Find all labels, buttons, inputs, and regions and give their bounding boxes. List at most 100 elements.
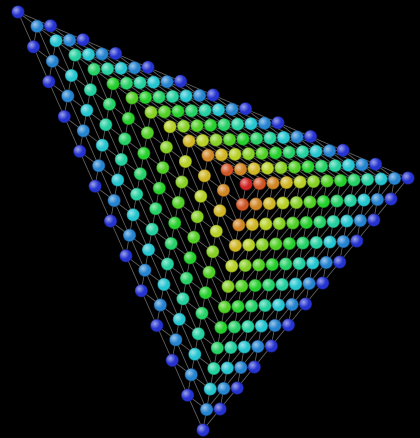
node-highlight: [88, 180, 102, 193]
node-highlight: [306, 256, 319, 270]
node: [228, 239, 242, 253]
node-highlight: [247, 162, 261, 175]
node: [320, 174, 334, 188]
node: [118, 132, 132, 146]
node: [175, 175, 189, 189]
node-highlight: [120, 77, 133, 90]
node: [228, 147, 242, 161]
node: [289, 196, 303, 210]
node-highlight: [202, 266, 216, 279]
node-highlight: [316, 276, 329, 290]
node: [147, 75, 161, 89]
node: [145, 222, 159, 236]
node-highlight: [268, 319, 282, 332]
node: [355, 158, 369, 172]
node-highlight: [249, 197, 263, 211]
node: [73, 144, 87, 158]
node: [171, 104, 185, 118]
nodes: [11, 5, 415, 437]
node: [370, 193, 384, 207]
node: [215, 148, 229, 162]
node-highlight: [190, 119, 204, 132]
node-highlight: [141, 61, 155, 74]
node-highlight: [133, 76, 147, 89]
node: [83, 83, 97, 97]
node: [350, 234, 364, 248]
node-highlight: [142, 243, 155, 256]
node: [220, 361, 234, 375]
node-highlight: [196, 423, 210, 437]
node: [193, 89, 207, 103]
node: [336, 235, 350, 249]
node: [298, 297, 312, 311]
node-highlight: [68, 48, 82, 62]
node: [255, 238, 269, 252]
node-highlight: [369, 158, 382, 171]
node: [295, 145, 309, 159]
node-highlight: [299, 297, 312, 311]
node-highlight: [336, 144, 350, 157]
node: [343, 194, 357, 208]
node-highlight: [218, 300, 231, 314]
node: [250, 132, 264, 146]
node: [285, 297, 299, 311]
node: [227, 320, 241, 334]
node-highlight: [296, 145, 309, 158]
node-highlight: [276, 196, 290, 210]
node: [174, 74, 188, 88]
node-highlight: [185, 104, 198, 118]
node: [276, 131, 290, 145]
node: [289, 277, 303, 291]
node: [198, 103, 212, 117]
node-highlight: [224, 341, 237, 354]
node: [109, 46, 123, 60]
node: [245, 299, 259, 313]
node: [235, 198, 249, 212]
node-highlight: [180, 272, 193, 285]
node-highlight: [77, 124, 90, 137]
node: [224, 340, 238, 354]
node-highlight: [135, 284, 148, 297]
node: [196, 423, 210, 437]
node-highlight: [263, 197, 276, 210]
node: [316, 276, 330, 290]
node-highlight: [347, 173, 361, 187]
node: [268, 146, 282, 160]
node-highlight: [134, 167, 147, 180]
node: [95, 47, 109, 61]
node-highlight: [141, 126, 154, 139]
node: [160, 75, 174, 89]
node: [102, 97, 116, 111]
node-highlight: [328, 159, 342, 172]
node: [45, 54, 59, 68]
node-highlight: [179, 155, 192, 168]
node-highlight: [172, 196, 185, 209]
node-highlight: [173, 313, 186, 326]
node-highlight: [350, 234, 363, 248]
node-highlight: [111, 173, 124, 187]
node: [88, 179, 102, 193]
node-highlight: [49, 34, 63, 47]
node-highlight: [282, 318, 295, 332]
node-highlight: [232, 218, 245, 232]
node-highlight: [101, 62, 114, 75]
node-highlight: [65, 69, 78, 82]
node: [258, 298, 272, 312]
node-highlight: [242, 238, 255, 252]
node-highlight: [106, 77, 120, 90]
node: [252, 258, 266, 272]
node: [254, 319, 268, 333]
node-highlight: [327, 215, 340, 228]
node-highlight: [228, 148, 242, 161]
node-highlight: [290, 196, 303, 209]
node: [153, 298, 167, 312]
node-highlight: [307, 175, 320, 188]
node-highlight: [265, 339, 278, 353]
node: [190, 210, 204, 224]
node-highlight: [231, 381, 244, 395]
node-highlight: [282, 146, 296, 159]
node-highlight: [225, 103, 239, 116]
node: [120, 76, 134, 90]
node-highlight: [214, 321, 228, 334]
node: [238, 258, 252, 272]
